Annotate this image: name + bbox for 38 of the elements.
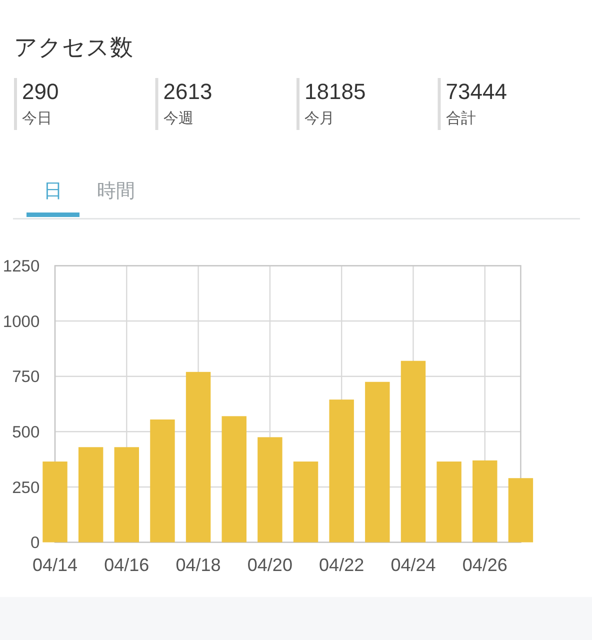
text: 日 <box>44 181 62 202</box>
text: 時間 <box>97 181 135 202</box>
y-tick-label: 500 <box>12 423 40 442</box>
x-tick-label: 04/14 <box>32 555 78 575</box>
bar <box>436 462 462 542</box>
text: 今日 <box>22 110 52 127</box>
text: 今月 <box>304 110 334 127</box>
text: 今週 <box>163 110 194 127</box>
y-tick-label: 1000 <box>2 312 40 331</box>
bar <box>293 462 318 542</box>
x-tick-label: 04/26 <box>462 555 508 575</box>
bar <box>150 419 175 542</box>
text: 290 <box>22 79 59 104</box>
x-tick-label: 04/22 <box>319 555 364 575</box>
bar <box>472 460 498 542</box>
text: 73444 <box>446 79 507 104</box>
bar <box>329 400 354 542</box>
bar <box>258 437 282 542</box>
bar <box>222 416 246 542</box>
bar <box>508 478 534 542</box>
x-tick-label: 04/24 <box>390 555 436 575</box>
text: 18185 <box>304 79 366 104</box>
bar <box>365 382 390 542</box>
bar <box>42 462 68 542</box>
y-tick-label: 750 <box>12 368 40 386</box>
text: アクセス数 <box>14 34 133 60</box>
text: 合計 <box>446 110 476 127</box>
x-tick-label: 04/20 <box>247 555 292 575</box>
bar <box>114 447 140 542</box>
y-tick-label: 250 <box>12 478 40 497</box>
x-tick-label: 04/16 <box>104 555 150 575</box>
x-tick-label: 04/18 <box>176 555 221 575</box>
text: 2613 <box>163 79 212 104</box>
bar <box>186 372 211 542</box>
y-tick-label: 0 <box>30 534 40 552</box>
y-tick-label: 1250 <box>2 258 40 276</box>
bar <box>78 447 104 542</box>
bar <box>400 360 426 542</box>
